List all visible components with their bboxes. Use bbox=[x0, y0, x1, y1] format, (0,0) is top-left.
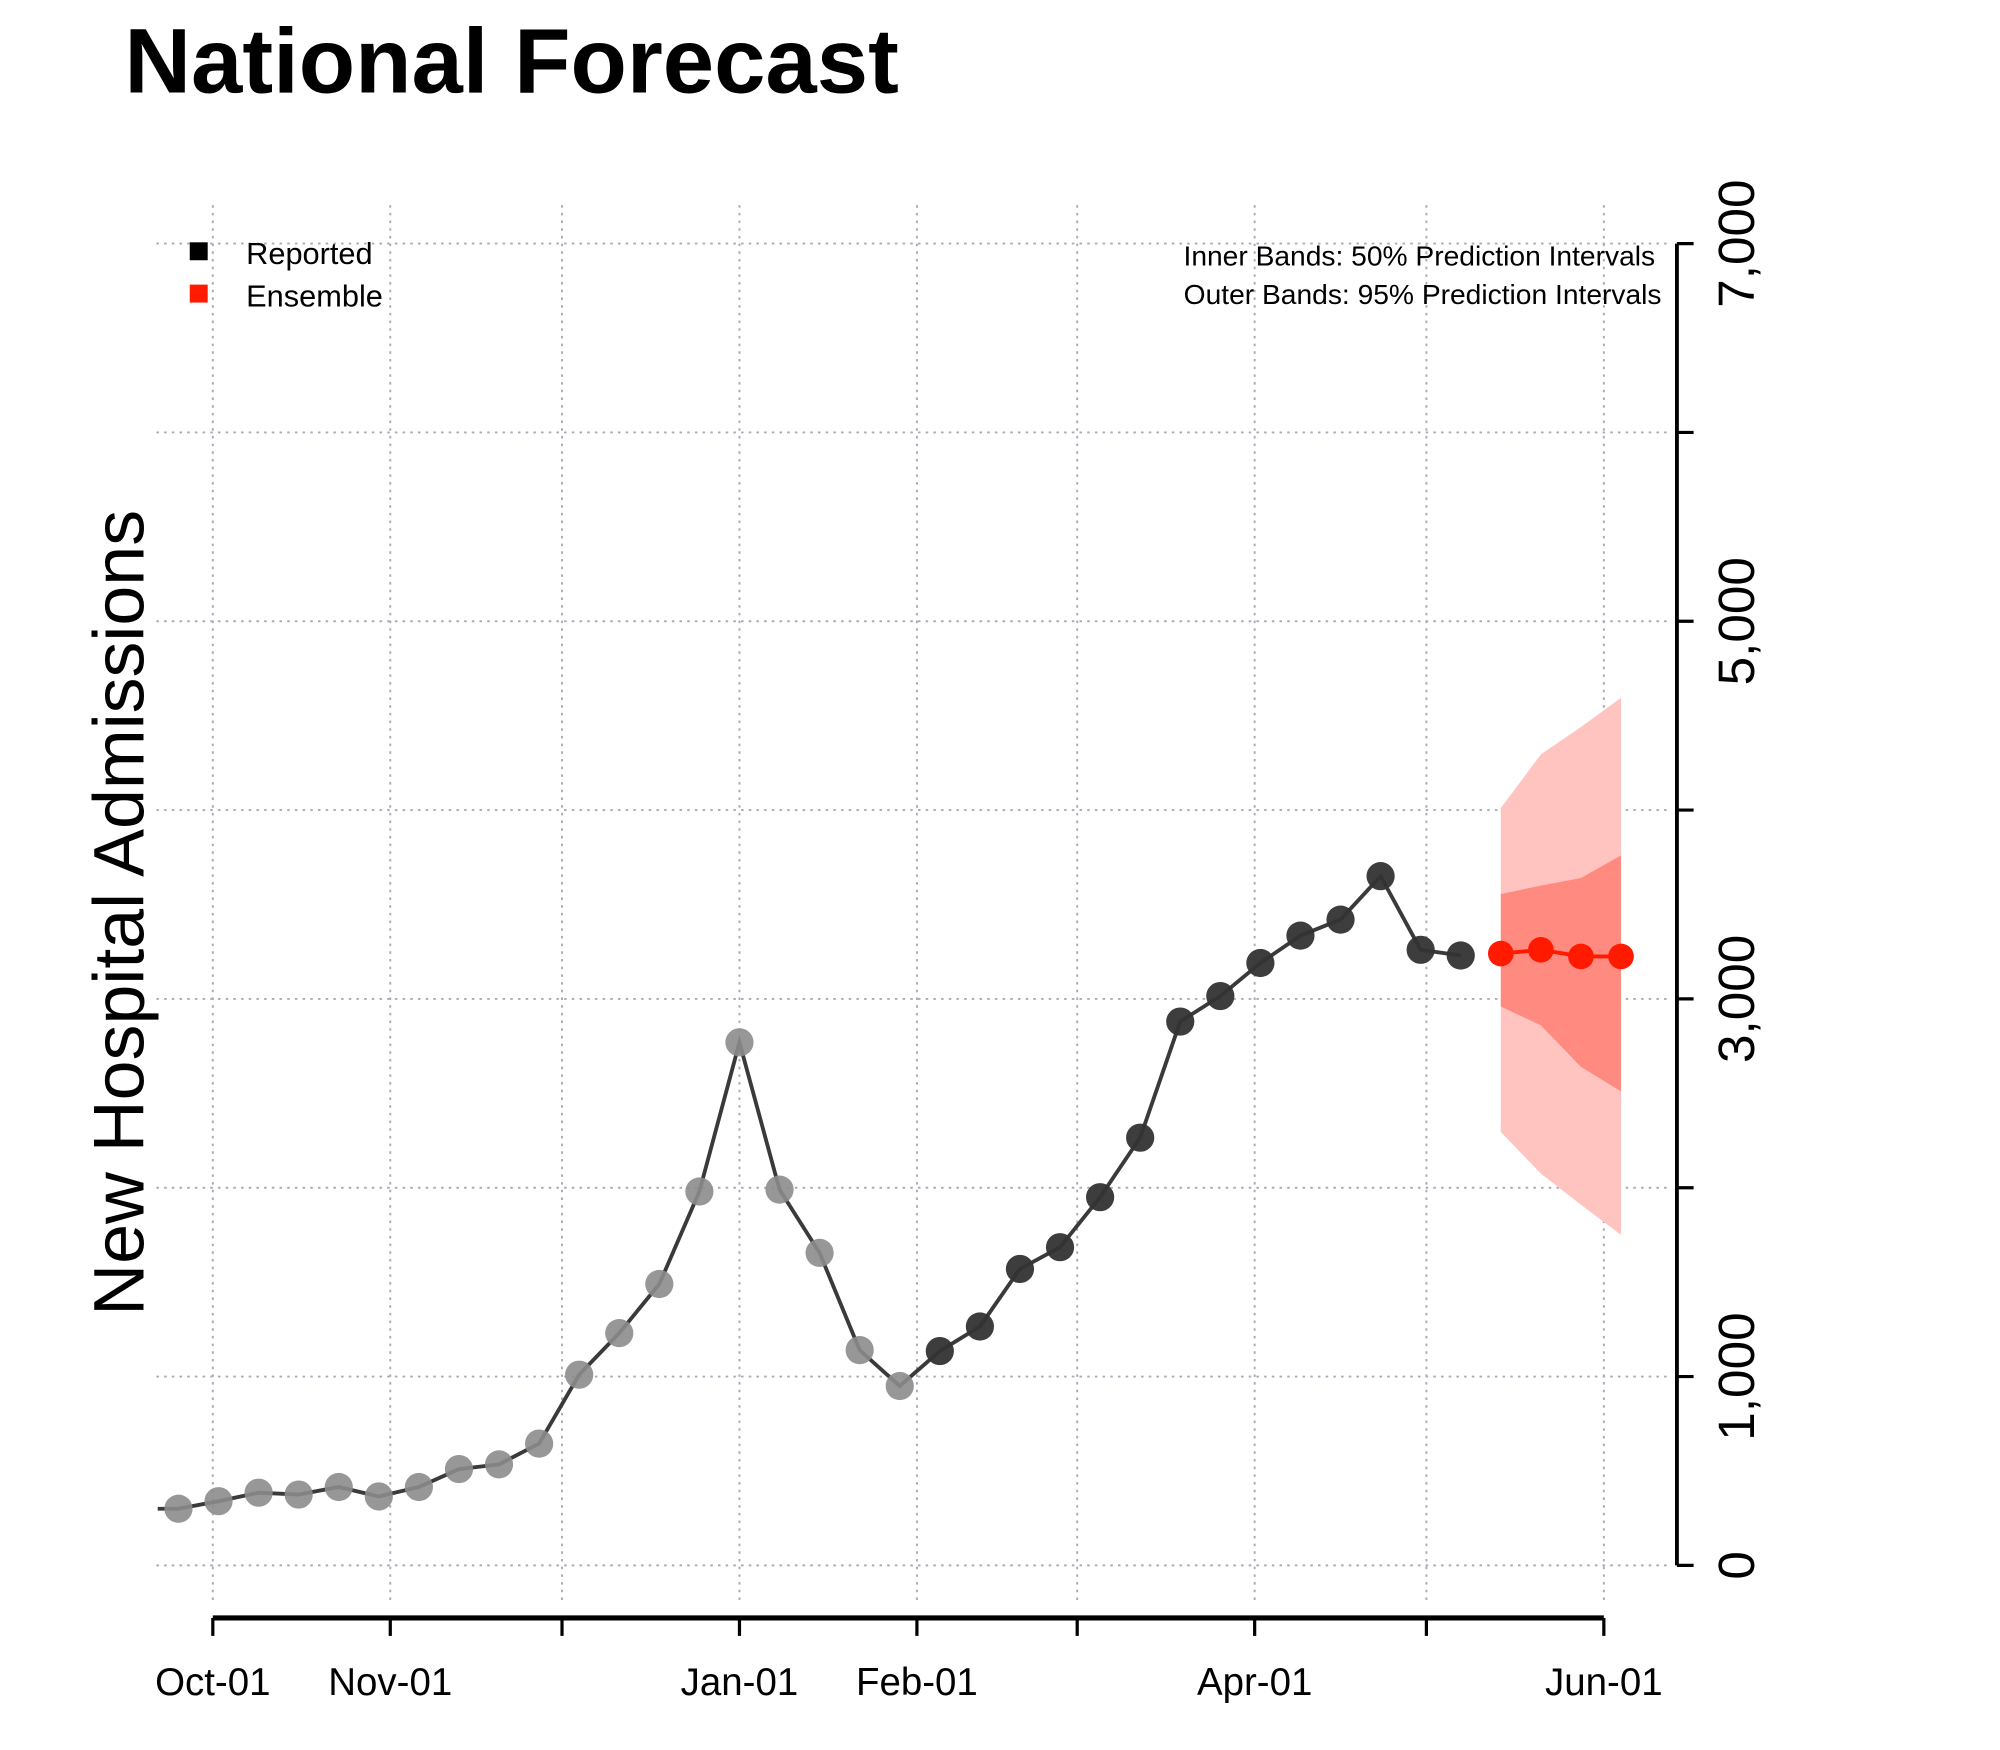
reported-point bbox=[324, 1472, 353, 1502]
reported-point bbox=[444, 1454, 474, 1484]
y-tick-label: 7,000 bbox=[1708, 179, 1765, 307]
y-axis-label: New Hospital Admissions bbox=[80, 510, 160, 1316]
reported-point bbox=[925, 1336, 954, 1366]
data-points bbox=[164, 862, 1634, 1523]
reported-point bbox=[1366, 862, 1395, 891]
reported-point bbox=[284, 1480, 313, 1509]
reported-line bbox=[157, 872, 1462, 1511]
reported-point bbox=[565, 1360, 594, 1389]
grid bbox=[156, 205, 1667, 1603]
reported-point bbox=[965, 1312, 994, 1341]
y-axis: 0 1,000 3,000 5,000 7,000 bbox=[1675, 179, 1765, 1580]
reported-point bbox=[404, 1472, 434, 1502]
reported-point bbox=[164, 1494, 193, 1523]
reported-point bbox=[1005, 1254, 1035, 1284]
x-tick-label: Jun-01 bbox=[1545, 1661, 1663, 1704]
x-axis: Oct-01 Nov-01 Jan-01 Feb-01 Apr-01 Jun-01 bbox=[155, 1615, 1663, 1704]
reported-point bbox=[845, 1336, 874, 1365]
reported-point bbox=[1246, 948, 1275, 978]
ensemble-point bbox=[1528, 936, 1554, 963]
reported-point bbox=[364, 1482, 393, 1511]
series-lines bbox=[157, 872, 1622, 1511]
reported-point bbox=[1406, 935, 1435, 964]
x-tick-label: Jan-01 bbox=[681, 1661, 799, 1704]
legend-swatch-reported bbox=[189, 242, 208, 261]
ensemble-point bbox=[1487, 940, 1514, 967]
reported-point bbox=[244, 1478, 273, 1507]
legend-label-ensemble: Ensemble bbox=[246, 278, 383, 313]
annotation-inner-bands: Inner Bands: 50% Prediction Intervals bbox=[1184, 239, 1656, 271]
x-tick-label: Nov-01 bbox=[328, 1661, 452, 1704]
ensemble-point bbox=[1568, 943, 1594, 970]
reported-point bbox=[1446, 941, 1475, 970]
reported-point bbox=[885, 1371, 914, 1401]
ensemble-line bbox=[1500, 947, 1622, 959]
y-tick-label: 0 bbox=[1708, 1551, 1765, 1580]
y-tick-label: 3,000 bbox=[1708, 935, 1765, 1063]
reported-point bbox=[805, 1238, 834, 1267]
prediction-bands bbox=[1500, 697, 1622, 1235]
reported-point bbox=[605, 1319, 634, 1348]
reported-point bbox=[484, 1450, 514, 1479]
reported-point bbox=[1206, 981, 1235, 1011]
legend-swatch-ensemble bbox=[189, 284, 208, 303]
reported-point bbox=[765, 1175, 794, 1204]
reported-point bbox=[725, 1028, 754, 1057]
annotation-outer-bands: Outer Bands: 95% Prediction Intervals bbox=[1184, 278, 1662, 310]
legend: Reported Ensemble bbox=[189, 236, 383, 313]
reported-point bbox=[1085, 1183, 1115, 1212]
reported-point bbox=[1166, 1007, 1195, 1036]
band-50-pi bbox=[1500, 855, 1622, 1092]
ensemble-point bbox=[1608, 943, 1634, 970]
reported-point bbox=[204, 1487, 233, 1516]
reported-point bbox=[1045, 1233, 1075, 1262]
x-tick-label: Apr-01 bbox=[1197, 1661, 1312, 1704]
y-tick-label: 1,000 bbox=[1708, 1312, 1765, 1440]
reported-point bbox=[1286, 921, 1315, 950]
chart-title: National Forecast bbox=[124, 8, 898, 112]
reported-point bbox=[525, 1429, 554, 1458]
legend-label-reported: Reported bbox=[246, 236, 373, 271]
y-tick-label: 5,000 bbox=[1708, 557, 1765, 685]
reported-point bbox=[1326, 905, 1355, 934]
x-tick-label: Oct-01 bbox=[155, 1661, 270, 1704]
x-tick-label: Feb-01 bbox=[856, 1661, 978, 1704]
reported-point bbox=[645, 1269, 674, 1299]
reported-point bbox=[1126, 1123, 1155, 1152]
reported-point bbox=[685, 1177, 714, 1206]
